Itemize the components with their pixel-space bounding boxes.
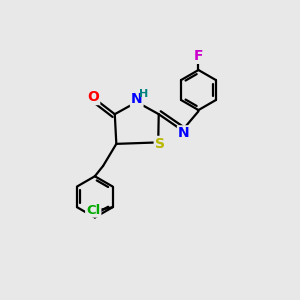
Text: N: N [178, 126, 190, 140]
Text: Cl: Cl [86, 204, 100, 217]
Text: N: N [131, 92, 142, 106]
Text: H: H [140, 89, 149, 99]
Text: F: F [194, 49, 203, 63]
Text: O: O [87, 90, 99, 104]
Text: S: S [155, 137, 165, 151]
